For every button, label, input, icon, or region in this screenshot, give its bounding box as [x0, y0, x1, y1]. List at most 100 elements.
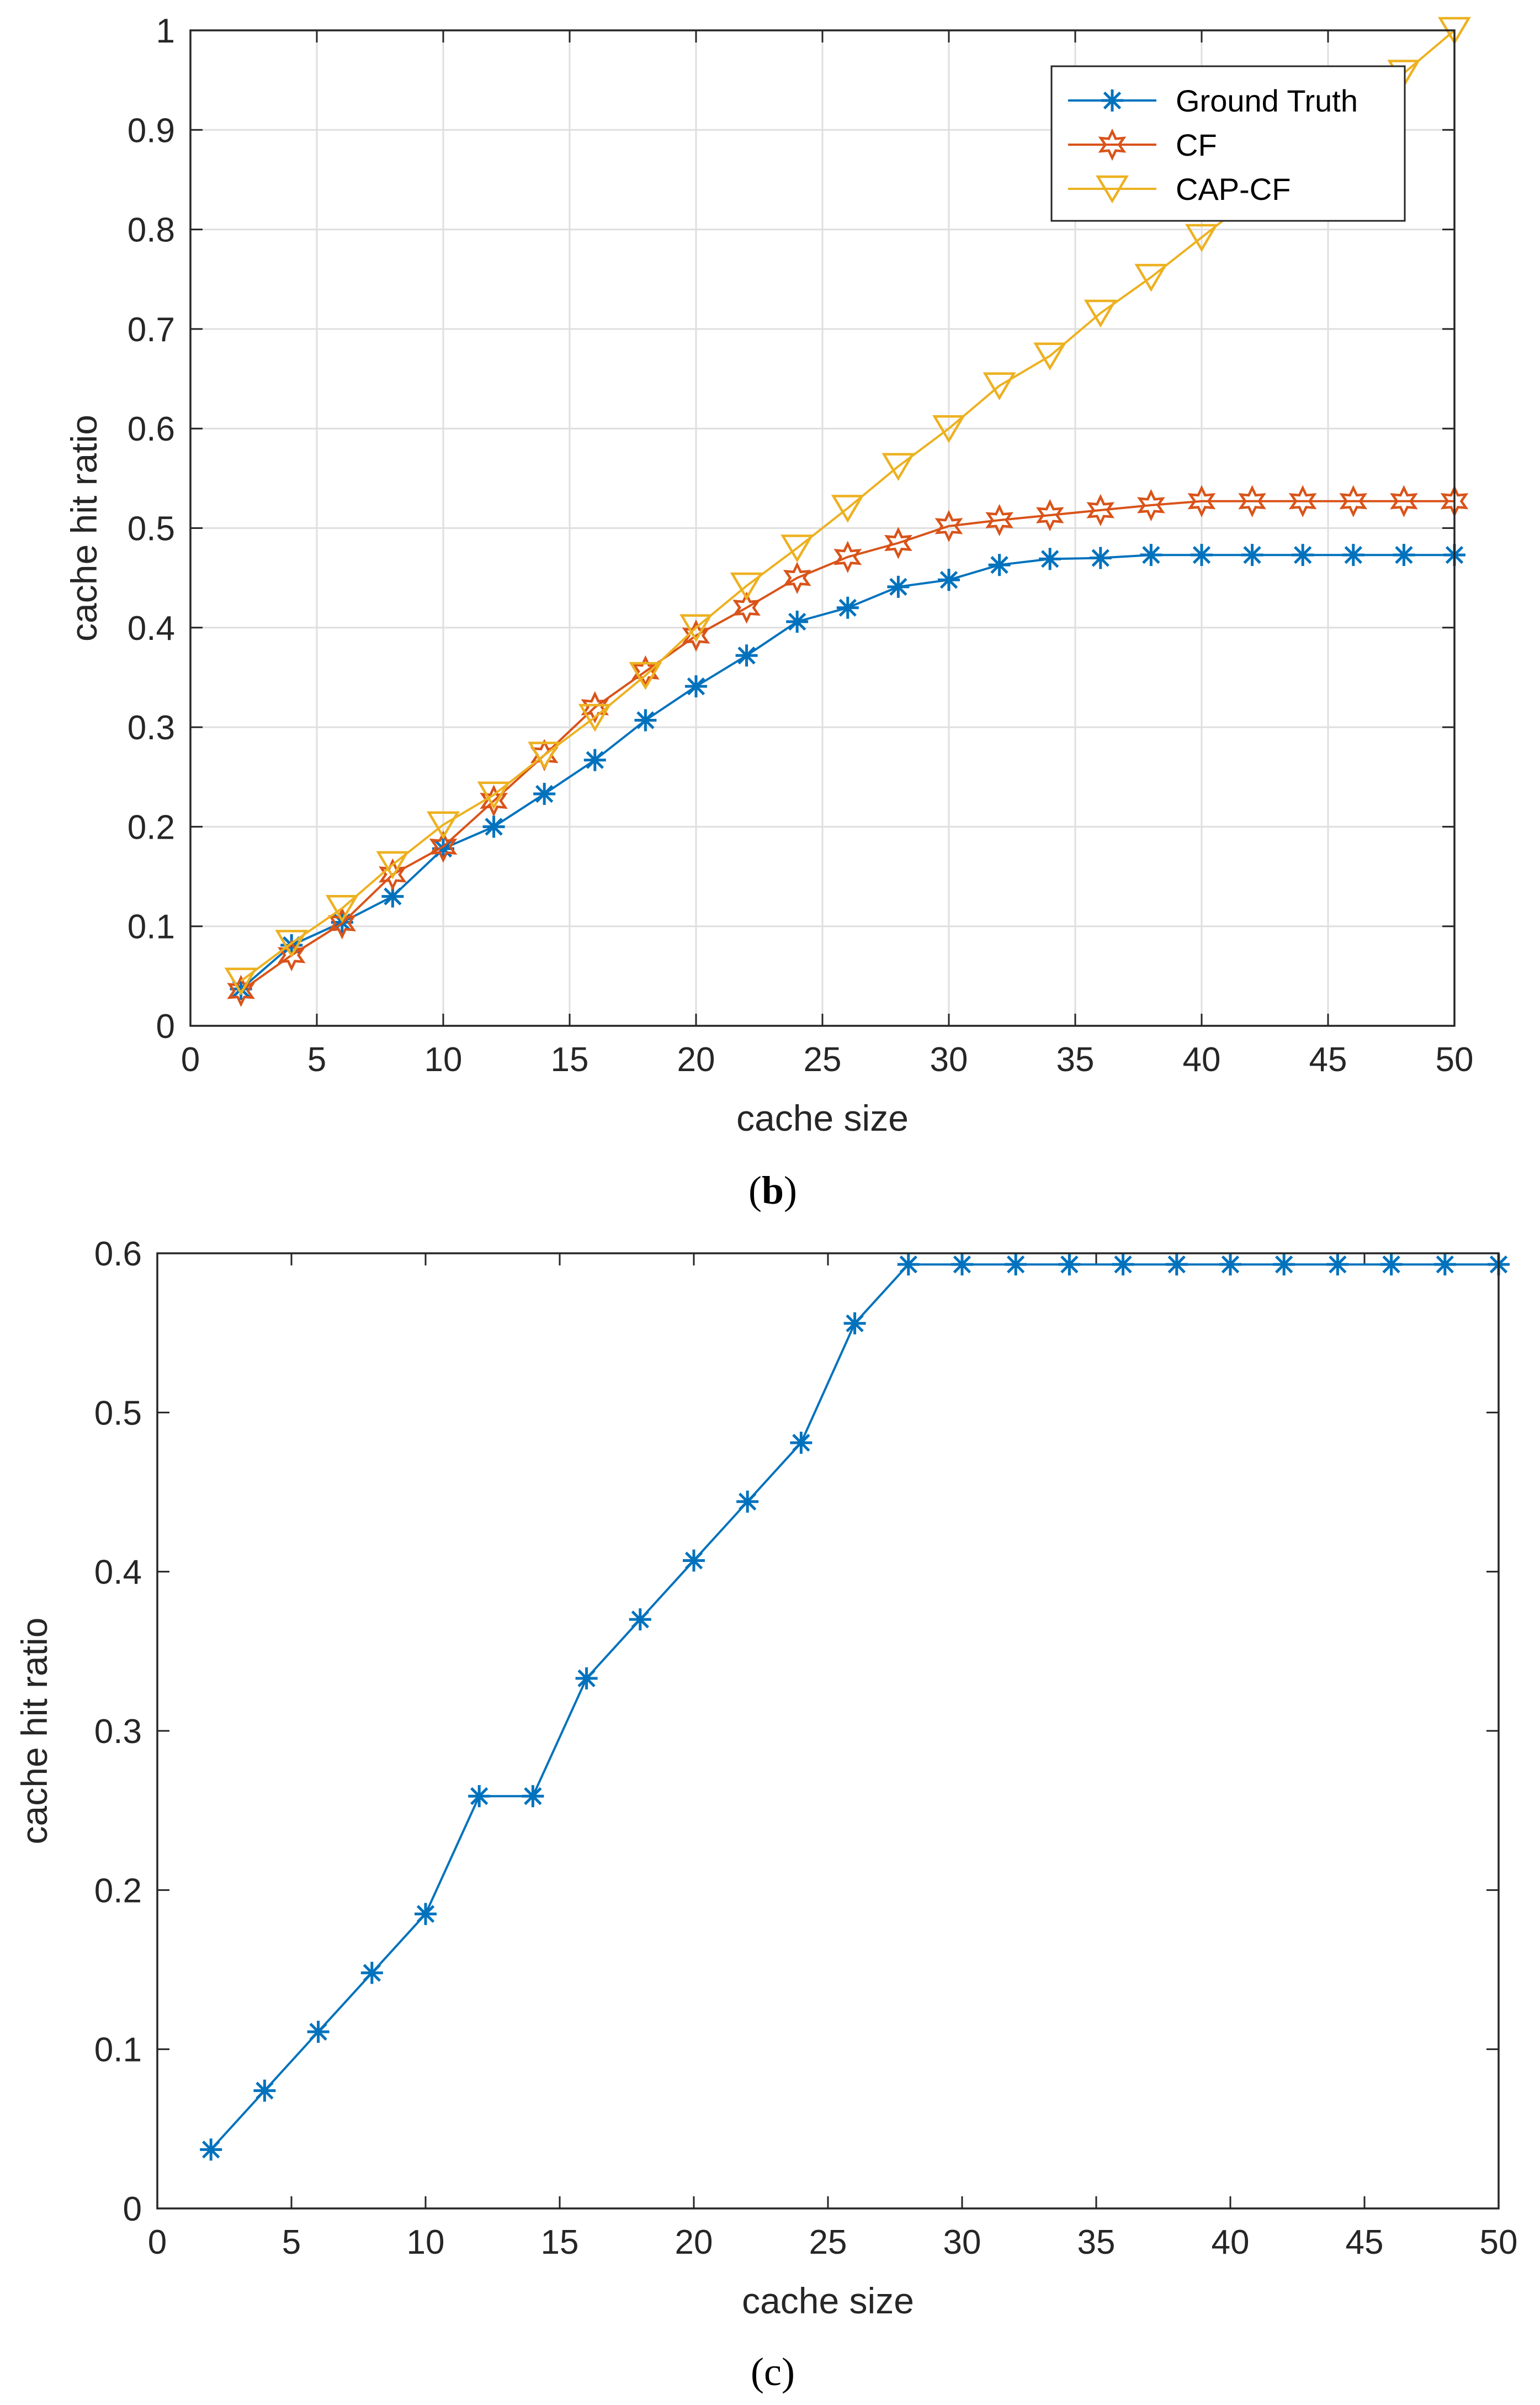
- chart-b-series-ground-truth-point: [685, 675, 707, 698]
- chart-b-series-ground-truth-point: [1292, 544, 1314, 566]
- chart-b-series-cap-cf-point: [780, 534, 814, 563]
- chart-c-xtick-label: 30: [943, 2223, 981, 2261]
- chart-c-xtick-label: 50: [1480, 2223, 1518, 2261]
- chart-c-series-0-point: [1326, 1253, 1349, 1276]
- caption-c: (c): [751, 2350, 795, 2394]
- chart-b-series-cap-cf-point: [881, 453, 915, 481]
- chart-b-series-ground-truth-point: [1089, 547, 1112, 569]
- chart-b-series-cap-cf-point: [1084, 299, 1117, 328]
- chart-b-series-cf-point: [1187, 485, 1216, 518]
- chart-c-ytick-label: 0.1: [94, 2031, 142, 2069]
- chart-b-series-cf-point: [581, 691, 609, 724]
- chart-c-series-0-point: [360, 1962, 383, 1984]
- chart-c-series-0-point: [253, 2079, 276, 2102]
- chart-b-series-ground-truth-point: [836, 596, 859, 619]
- chart-b: 0 5 10 15 20 25 30 35 40 45 50 0 0.1 0.2 0.3 0.4 0.5 0.6 0…: [63, 12, 1473, 1138]
- chart-c-series-0-point: [1219, 1253, 1241, 1276]
- chart-c-series-0-point: [522, 1785, 544, 1808]
- chart-c-series-0-point: [1380, 1253, 1403, 1276]
- chart-b-series-ground-truth-point: [1342, 544, 1364, 566]
- chart-b-series-ground-truth-point: [1140, 544, 1162, 566]
- chart-b-xtick-label: 0: [181, 1041, 200, 1079]
- chart-b-series-cf-point: [1137, 489, 1165, 522]
- chart-c-xtick-label: 20: [675, 2223, 713, 2261]
- chart-b-series-ground-truth: [230, 544, 1465, 1000]
- chart-b-series-cap-cf-point: [224, 967, 258, 996]
- chart-c-xtick-label: 35: [1077, 2223, 1116, 2261]
- chart-b-xtick-label: 40: [1183, 1041, 1221, 1079]
- chart-c-ylabel: cache hit ratio: [14, 1618, 55, 1845]
- chart-b-series-cf-point: [1390, 485, 1418, 518]
- chart-b-series-cf-point: [227, 974, 255, 1008]
- chart-c: 0 5 10 15 20 25 30 35 40 45 50 0 0.1 0.2 0.3 0.4 0.5 0.6 c…: [14, 1235, 1517, 2321]
- chart-c-series-0-point: [200, 2138, 222, 2161]
- chart-b-series-ground-truth-point: [1039, 548, 1061, 570]
- chart-c-ytick-label: 0.3: [94, 1713, 142, 1751]
- chart-b-legend-label: CF: [1176, 128, 1217, 162]
- chart-c-axes-box: [156, 1252, 1500, 2210]
- chart-b-series-cap-cf-point: [831, 495, 864, 523]
- chart-c-xtick-label: 40: [1212, 2223, 1250, 2261]
- chart-b-series-cf-point: [1238, 485, 1266, 518]
- chart-c-series-0-point: [736, 1490, 759, 1513]
- chart-b-series-ground-truth-point: [482, 815, 505, 838]
- chart-b-legend-marker: [1101, 89, 1123, 112]
- chart-b-series-cf-point: [884, 527, 912, 559]
- chart-c-series-0-point: [415, 1903, 437, 1925]
- chart-b-xtick-label: 50: [1436, 1041, 1474, 1079]
- caption-b: (b): [748, 1168, 797, 1212]
- chart-b-series-ground-truth-point: [533, 782, 556, 805]
- chart-b-series-cap-cf-point: [376, 851, 410, 880]
- chart-b-ytick-label: 0.3: [128, 709, 175, 747]
- chart-b-ytick-label: 1: [156, 12, 175, 50]
- chart-b-legend: Ground Truth CF CAP-CF: [1050, 65, 1406, 222]
- chart-b-series-ground-truth-point: [786, 610, 809, 633]
- chart-b-series-cap-cf-point: [477, 781, 511, 810]
- chart-b-series-cap-cf-point: [730, 572, 763, 601]
- chart-b-series-cf-point: [783, 561, 811, 594]
- chart-b-ytick-label: 0: [156, 1008, 175, 1046]
- chart-b-legend-label: Ground Truth: [1176, 83, 1358, 118]
- chart-b-series-ground-truth-point: [634, 709, 657, 732]
- chart-b-series-ground-truth-point: [381, 885, 404, 908]
- chart-b-series-ground-truth-point: [988, 554, 1011, 576]
- chart-b-legend-marker: [1098, 128, 1127, 161]
- chart-b-series-cap-cf-point: [325, 894, 359, 923]
- chart-b-series-cap-cf-point: [679, 614, 713, 643]
- chart-c-ytick-label: 0.4: [94, 1554, 142, 1592]
- chart-b-ytick-label: 0.2: [128, 808, 175, 846]
- chart-b-series-cf-point: [682, 619, 710, 652]
- chart-b-series-cap-cf-point: [1185, 224, 1218, 252]
- chart-c-series-0-point: [307, 2020, 330, 2043]
- chart-b-xtick-label: 25: [804, 1041, 842, 1079]
- chart-c-ytick-label: 0.5: [94, 1394, 142, 1432]
- chart-c-plot-area: [157, 1253, 1499, 2208]
- chart-b-series-cap-cf-point: [578, 703, 612, 732]
- chart-c-xtick-label: 15: [541, 2223, 579, 2261]
- chart-b-series-ground-truth-point: [280, 934, 303, 956]
- chart-b-ytick-label: 0.1: [128, 908, 175, 946]
- chart-c-series-0-point: [1433, 1253, 1456, 1276]
- chart-b-series-cap-cf-point: [275, 930, 309, 958]
- chart-b-series-cf-point: [277, 939, 306, 972]
- chart-c-xtick-label: 25: [809, 2223, 847, 2261]
- chart-b-series-cf-point: [732, 591, 761, 624]
- chart-c-xtick-label: 45: [1346, 2223, 1384, 2261]
- chart-c-ytick-label: 0: [123, 2190, 142, 2228]
- chart-b-series-cap-cf-point: [983, 372, 1016, 401]
- chart-b-xtick-label: 20: [677, 1041, 715, 1079]
- chart-b-series-ground-truth-point: [938, 569, 960, 591]
- chart-c-series-0-point: [1058, 1253, 1081, 1276]
- chart-b-series-cf-point: [1288, 485, 1317, 518]
- chart-b-ylabel: cache hit ratio: [63, 415, 104, 642]
- chart-c-series-0-point: [951, 1253, 973, 1276]
- chart-c-series-0-point: [683, 1549, 705, 1572]
- chart-b-series-cf-point: [379, 858, 407, 891]
- chart-c-series-0-point: [843, 1312, 866, 1334]
- chart-c-series-0-point: [897, 1253, 920, 1276]
- chart-c-series-0-point: [1112, 1253, 1134, 1276]
- chart-b-series-cap-cf-point: [427, 811, 460, 840]
- chart-c-ytick-label: 0.6: [94, 1235, 142, 1273]
- chart-b-series-ground-truth-point: [583, 749, 606, 771]
- chart-b-series-ground-truth-point: [735, 644, 758, 667]
